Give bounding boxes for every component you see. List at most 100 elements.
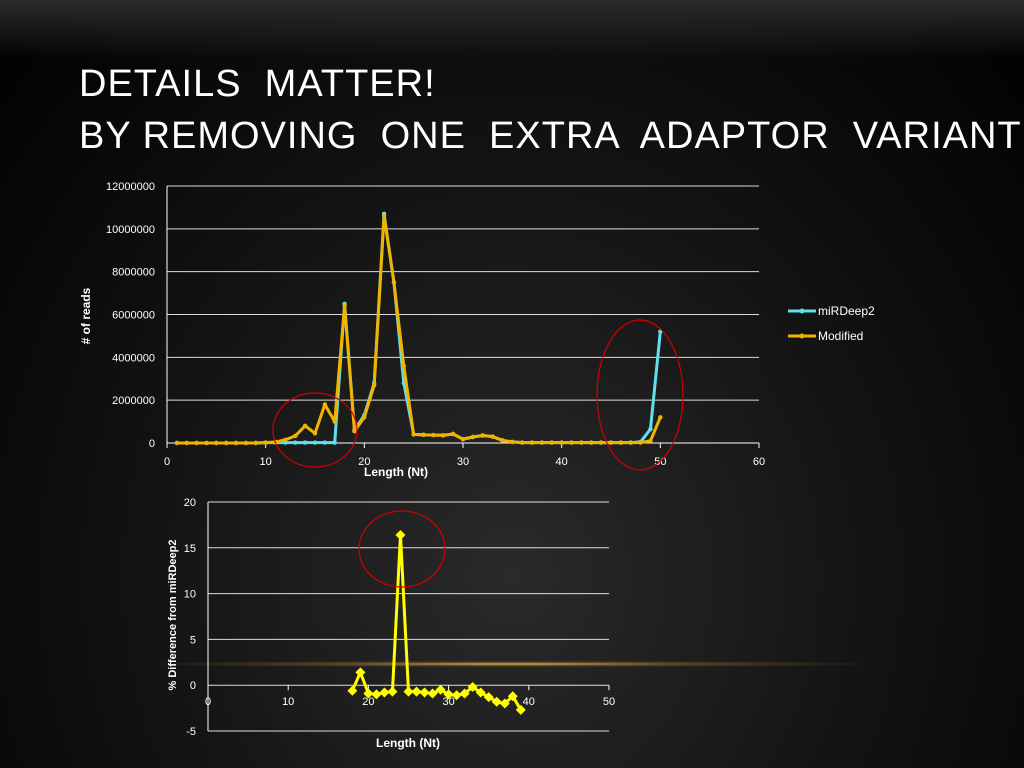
y-tick-label: 12000000	[106, 181, 155, 193]
series-line-difference	[350, 533, 523, 711]
data-point	[184, 440, 189, 446]
data-point	[332, 440, 337, 445]
data-point	[411, 686, 422, 697]
x-tick-label: 30	[457, 456, 469, 468]
data-point	[293, 440, 298, 445]
x-tick-label: 50	[603, 696, 615, 708]
data-point	[419, 687, 430, 698]
data-point	[395, 529, 406, 540]
data-point	[322, 402, 328, 407]
legend-label: Modified	[818, 329, 863, 343]
data-point	[648, 438, 653, 444]
data-point	[421, 432, 426, 438]
data-point	[638, 440, 643, 445]
data-point	[352, 429, 357, 434]
data-point	[204, 440, 209, 446]
data-point	[312, 440, 318, 445]
data-point	[322, 440, 328, 445]
data-point	[628, 440, 633, 445]
data-point	[507, 691, 518, 702]
data-point	[243, 440, 249, 446]
data-point	[480, 433, 485, 438]
data-point	[233, 440, 239, 446]
data-point	[403, 686, 414, 697]
x-tick-label: 20	[362, 696, 374, 708]
data-point	[618, 440, 624, 445]
x-tick-label: 0	[164, 456, 170, 468]
y-tick-label: 8000000	[112, 267, 155, 279]
data-point	[355, 667, 366, 678]
highlight-circle-right	[596, 319, 684, 471]
data-point	[559, 440, 564, 445]
data-point	[283, 437, 288, 442]
title-line-1: Details matter!	[79, 63, 436, 105]
data-point	[460, 436, 466, 442]
legend-marker	[799, 333, 805, 339]
x-tick-label: 60	[753, 456, 765, 468]
data-point	[253, 440, 258, 446]
data-point	[312, 431, 318, 436]
x-tick-label: 0	[205, 696, 211, 708]
data-point	[608, 440, 614, 445]
data-point	[427, 688, 438, 699]
y-tick-label: 0	[149, 438, 155, 450]
y-tick-label: 6000000	[112, 310, 155, 322]
data-point	[381, 213, 387, 219]
data-point	[658, 415, 663, 420]
x-axis-title: Length (Nt)	[376, 736, 440, 750]
x-tick-label: 10	[282, 696, 294, 708]
y-axis-title: % Difference from miRDeep2	[167, 540, 179, 691]
data-point	[362, 415, 367, 420]
data-point	[263, 440, 268, 445]
data-point	[467, 682, 478, 693]
data-point	[569, 440, 574, 445]
data-point	[441, 433, 446, 438]
data-point	[475, 687, 486, 698]
data-point	[648, 426, 653, 432]
data-point	[490, 434, 495, 439]
x-tick-label: 30	[442, 696, 454, 708]
data-point	[302, 440, 308, 445]
data-point	[579, 440, 584, 445]
data-point	[411, 432, 416, 437]
data-point	[174, 440, 180, 446]
data-point	[589, 440, 594, 445]
y-tick-label: 5	[190, 634, 196, 646]
data-point	[451, 690, 462, 701]
data-point	[293, 433, 298, 439]
data-point	[224, 440, 229, 446]
data-point	[387, 686, 398, 697]
data-point	[431, 432, 436, 438]
data-point	[500, 438, 505, 443]
y-tick-label: 4000000	[112, 352, 155, 364]
data-point	[450, 431, 456, 437]
slide-title: Details matter! By removing one extra ad…	[79, 58, 1022, 162]
highlight-circle-peak	[358, 510, 446, 588]
top-fade	[0, 0, 1024, 60]
data-point	[342, 303, 347, 309]
y-tick-label: 20	[184, 497, 196, 509]
data-point	[499, 698, 510, 709]
data-point	[379, 687, 390, 698]
x-axis-title: Length (Nt)	[364, 465, 428, 479]
data-point	[435, 684, 446, 695]
x-tick-label: 20	[358, 456, 370, 468]
data-point	[598, 440, 604, 445]
y-tick-label: 0	[190, 680, 196, 692]
data-point	[347, 685, 358, 696]
data-point	[510, 439, 515, 445]
data-point	[363, 688, 374, 699]
highlight-circle-left	[272, 392, 358, 468]
y-tick-label: 15	[184, 543, 196, 555]
data-point	[443, 689, 454, 700]
legend-label: miRDeep2	[818, 304, 875, 318]
data-point	[372, 382, 377, 388]
data-point	[459, 688, 470, 699]
y-axis-title: # of reads	[79, 287, 93, 344]
data-point	[491, 696, 502, 707]
data-point	[515, 704, 526, 715]
legend-marker	[799, 308, 805, 314]
title-line-2: By removing one extra adaptor variant	[79, 115, 1022, 157]
y-tick-label: 2000000	[112, 395, 155, 407]
y-tick-label: 10	[184, 589, 196, 601]
